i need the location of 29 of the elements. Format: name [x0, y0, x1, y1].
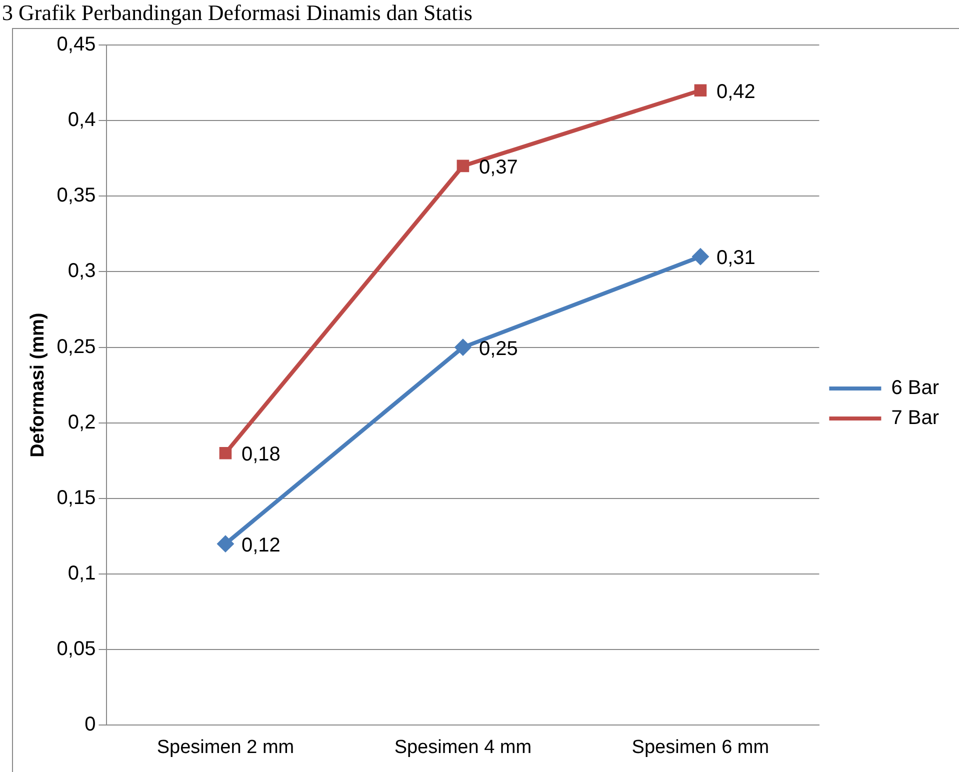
data-label: 0,31 — [716, 247, 756, 270]
data-label: 0,12 — [241, 534, 280, 556]
point — [219, 446, 232, 460]
data-label: 0,37 — [478, 156, 518, 178]
point — [456, 160, 470, 172]
y-tick-label: 0,4 — [68, 109, 96, 132]
y-tick-label: 0,25 — [56, 336, 96, 358]
data-label: 0,42 — [716, 80, 756, 103]
y-tick-label: 0 — [84, 714, 96, 736]
x-tick-label: Spesimen 2 mm — [156, 736, 294, 758]
data-label: 0,18 — [241, 444, 280, 466]
legend-label: 6 Bar — [891, 377, 940, 400]
y-tick-label: 0,45 — [56, 34, 96, 56]
chart-title: 3 Grafik Perbandingan Deformasi Dinamis dan Statis — [2, 0, 472, 25]
point — [694, 84, 707, 97]
y-axis-title: Deformasi (mm) — [28, 312, 49, 458]
y-tick-label: 0,05 — [56, 638, 96, 660]
y-tick-label: 0,3 — [68, 260, 96, 282]
legend-label: 7 Bar — [891, 407, 940, 430]
y-tick-label: 0,2 — [68, 411, 96, 434]
x-tick-label: Spesimen 4 mm — [394, 736, 532, 758]
point — [692, 248, 709, 266]
y-tick-label: 0,35 — [56, 184, 96, 207]
y-tick-label: 0,1 — [68, 562, 96, 585]
point — [454, 338, 472, 356]
data-label: 0,25 — [478, 338, 518, 360]
x-tick-label: Spesimen 6 mm — [632, 736, 770, 758]
point — [216, 535, 234, 552]
y-tick-label: 0,15 — [56, 486, 96, 509]
